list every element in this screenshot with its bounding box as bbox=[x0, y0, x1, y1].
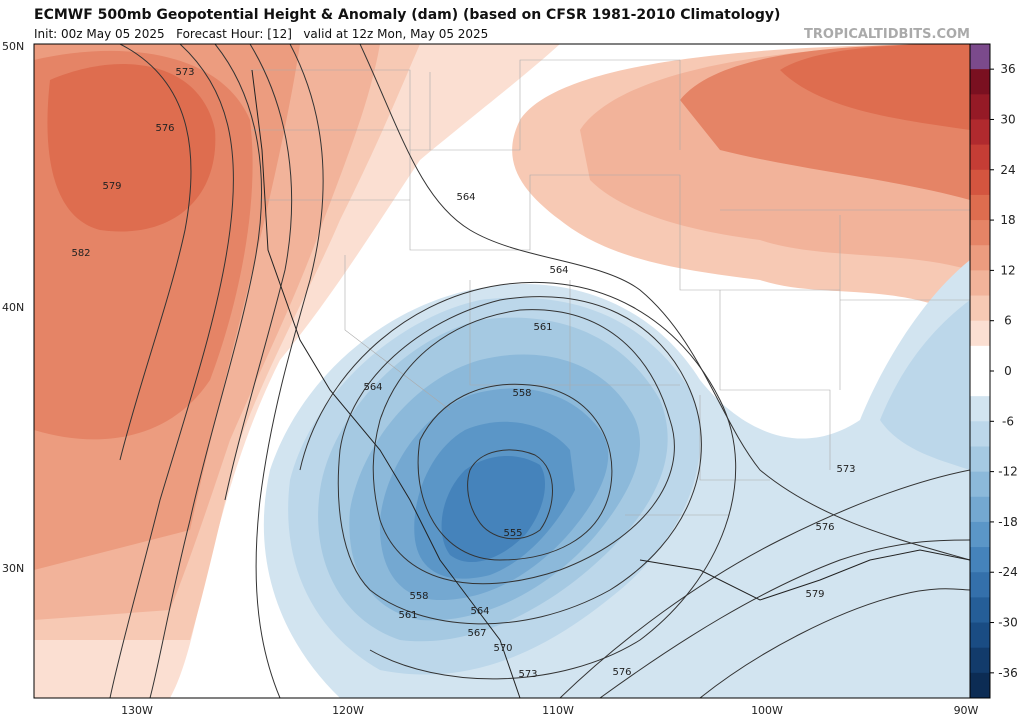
contour-label: 573 bbox=[836, 464, 855, 475]
colorbar-label: -24 bbox=[998, 565, 1018, 579]
colorbar-segment bbox=[970, 119, 990, 146]
contour-label: 564 bbox=[549, 265, 568, 276]
colorbar-segment bbox=[970, 547, 990, 573]
lat-label: 30N bbox=[2, 562, 24, 575]
colorbar-label: 6 bbox=[1004, 314, 1012, 328]
colorbar-segment bbox=[970, 69, 990, 95]
watermark: TROPICALTIDBITS.COM bbox=[804, 27, 970, 42]
lon-label: 130W bbox=[121, 704, 153, 717]
colorbar-segment bbox=[970, 295, 990, 322]
contour-label: 558 bbox=[409, 591, 428, 602]
contour-label: 564 bbox=[456, 192, 475, 203]
colorbar-segment bbox=[970, 220, 990, 246]
colorbar-label: -6 bbox=[1002, 414, 1014, 428]
colorbar-segment bbox=[970, 647, 990, 674]
contour-label: 564 bbox=[363, 382, 382, 393]
colorbar: 36 30 24 18 12 6 0 -6 -12 -18 -24 -30 -36 bbox=[969, 43, 1018, 699]
colorbar-segment bbox=[970, 622, 990, 649]
contour-label: 561 bbox=[398, 610, 417, 621]
contour-label: 564 bbox=[470, 606, 489, 617]
contour-label: 570 bbox=[493, 643, 512, 654]
colorbar-label: 30 bbox=[1000, 112, 1015, 126]
contour-label: 558 bbox=[512, 388, 531, 399]
colorbar-segment bbox=[970, 521, 990, 548]
lat-label: 40N bbox=[2, 301, 24, 314]
contour-label: 567 bbox=[467, 628, 486, 639]
colorbar-segment bbox=[970, 270, 990, 297]
lon-label: 90W bbox=[954, 704, 979, 717]
colorbar-segment bbox=[970, 194, 990, 221]
contour-label: 555 bbox=[503, 528, 522, 539]
subtitle: Init: 00z May 05 2025 Forecast Hour: [12… bbox=[34, 27, 488, 41]
colorbar-segment bbox=[970, 44, 990, 70]
contour-label: 573 bbox=[518, 669, 537, 680]
colorbar-segment bbox=[970, 597, 990, 624]
colorbar-segment bbox=[970, 396, 990, 422]
colorbar-segment bbox=[970, 672, 990, 699]
colorbar-label: 12 bbox=[1000, 263, 1015, 277]
map: 573 576 579 582 564 564 561 564 558 555 … bbox=[34, 44, 970, 698]
colorbar-segment bbox=[970, 345, 990, 372]
colorbar-segment bbox=[970, 496, 990, 523]
colorbar-segment bbox=[970, 371, 990, 397]
lon-label: 110W bbox=[542, 704, 574, 717]
contour-label: 579 bbox=[805, 589, 824, 600]
colorbar-label: -12 bbox=[998, 465, 1018, 479]
colorbar-segment bbox=[970, 245, 990, 271]
colorbar-segment bbox=[970, 94, 990, 120]
colorbar-label: 18 bbox=[1000, 213, 1015, 227]
colorbar-label: -36 bbox=[998, 666, 1018, 680]
colorbar-label: -30 bbox=[998, 616, 1018, 630]
colorbar-segment bbox=[970, 446, 990, 473]
colorbar-segment bbox=[970, 320, 990, 347]
colorbar-segment bbox=[970, 421, 990, 447]
contour-label: 573 bbox=[175, 67, 194, 78]
lon-label: 100W bbox=[751, 704, 783, 717]
lat-label: 50N bbox=[2, 40, 24, 53]
colorbar-segment bbox=[970, 471, 990, 498]
title: ECMWF 500mb Geopotential Height & Anomal… bbox=[34, 7, 780, 23]
contour-label: 579 bbox=[102, 181, 121, 192]
contour-label: 582 bbox=[71, 248, 90, 259]
colorbar-segment bbox=[970, 144, 990, 171]
lon-label: 120W bbox=[332, 704, 364, 717]
contour-label: 561 bbox=[533, 322, 552, 333]
contour-label: 576 bbox=[612, 667, 631, 678]
colorbar-label: 36 bbox=[1000, 62, 1015, 76]
colorbar-segment bbox=[970, 572, 990, 598]
colorbar-label: 24 bbox=[1000, 163, 1015, 177]
contour-label: 576 bbox=[815, 522, 834, 533]
contour-label: 576 bbox=[155, 123, 174, 134]
colorbar-label: -18 bbox=[998, 515, 1018, 529]
colorbar-segment bbox=[970, 169, 990, 196]
colorbar-label: 0 bbox=[1004, 364, 1012, 378]
